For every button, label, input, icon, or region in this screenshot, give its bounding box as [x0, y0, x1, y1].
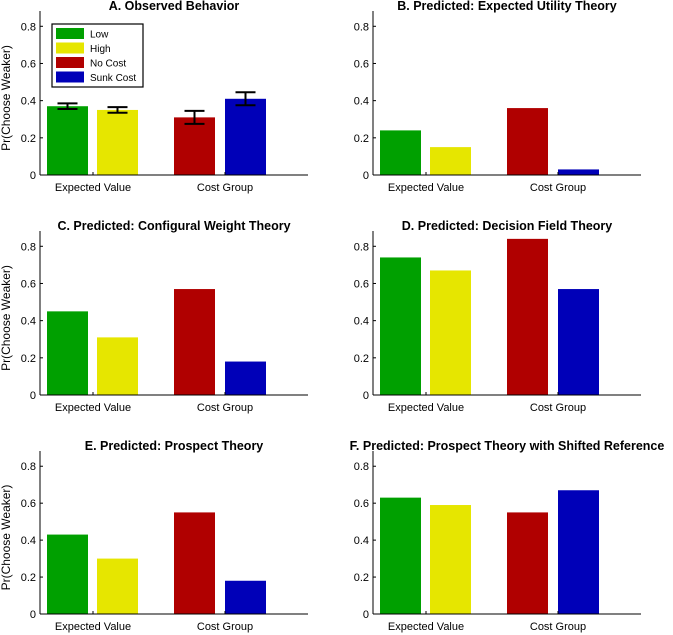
y-tick-label: 0.6 [21, 498, 36, 510]
x-tick-label: Cost Group [530, 402, 586, 414]
y-tick-label: 0.2 [354, 572, 369, 584]
bar-sunk-cost [558, 289, 599, 395]
y-tick-label: 0.2 [21, 353, 36, 365]
bar-no-cost [174, 117, 215, 175]
y-tick-label: 0.4 [354, 316, 369, 328]
y-tick-label: 0 [30, 609, 36, 621]
panel-b: B. Predicted: Expected Utility Theory 0 0.… [354, 0, 641, 194]
panel-e: E. Predicted: Prospect Theory Pr(Choose W… [0, 439, 308, 633]
bar-sunk-cost [225, 361, 266, 395]
y-axis-label: Pr(Choose Weaker) [0, 45, 13, 151]
y-tick-label: 0 [363, 609, 369, 621]
x-tick-label: Expected Value [388, 621, 464, 633]
x-tick-label: Expected Value [388, 402, 464, 414]
bar-low [47, 311, 88, 395]
legend-label: Low [90, 30, 109, 41]
y-tick-label: 0.4 [21, 316, 36, 328]
y-axis-label: Pr(Choose Weaker) [0, 265, 13, 371]
x-tick-label: Expected Value [388, 182, 464, 194]
legend-swatch-no-cost [56, 57, 84, 68]
legend: Low High No Cost Sunk Cost [51, 23, 144, 88]
y-axis-label: Pr(Choose Weaker) [0, 485, 13, 591]
error-bar [107, 106, 128, 114]
bar-no-cost [507, 238, 548, 395]
bar-low [380, 497, 421, 614]
bar-low [380, 130, 421, 175]
y-tick-label: 0.6 [21, 278, 36, 290]
y-tick-label: 0.8 [21, 21, 36, 33]
legend-label: Sunk Cost [90, 73, 136, 84]
y-tick-label: 0.2 [354, 133, 369, 145]
x-tick-label: Expected Value [55, 182, 131, 194]
x-tick-label: Cost Group [197, 621, 253, 633]
y-tick-label: 0.6 [21, 58, 36, 70]
bar-high [97, 558, 138, 614]
panel-title: C. Predicted: Configural Weight Theory [57, 219, 290, 233]
legend-label: High [90, 44, 111, 55]
panel-f: F. Predicted: Prospect Theory with Shift… [350, 439, 665, 633]
panel-title: B. Predicted: Expected Utility Theory [397, 0, 617, 13]
y-tick-label: 0.2 [21, 133, 36, 145]
x-tick-label: Cost Group [530, 621, 586, 633]
x-tick-label: Expected Value [55, 402, 131, 414]
x-tick-label: Cost Group [197, 182, 253, 194]
bar-sunk-cost [558, 169, 599, 175]
y-tick-label: 0.2 [21, 572, 36, 584]
y-tick-label: 0 [30, 170, 36, 182]
bar-low [47, 106, 88, 175]
panel-a: A. Observed Behavior Pr(Choose Weaker) 0 0.… [0, 0, 308, 194]
panel-d: D. Predicted: Decision Field Theory 0 0.2 0… [354, 219, 641, 414]
bar-low [47, 534, 88, 614]
bar-high [97, 337, 138, 395]
x-tick-label: Cost Group [530, 182, 586, 194]
bar-no-cost [174, 289, 215, 395]
y-tick-label: 0.6 [354, 278, 369, 290]
bar-sunk-cost [225, 580, 266, 614]
y-tick-label: 0.4 [354, 535, 369, 547]
legend-label: No Cost [90, 59, 126, 70]
x-tick-label: Cost Group [197, 402, 253, 414]
panel-title: E. Predicted: Prospect Theory [85, 439, 264, 453]
y-tick-label: 0.8 [354, 241, 369, 253]
x-tick-label: Expected Value [55, 621, 131, 633]
y-tick-label: 0.2 [354, 353, 369, 365]
legend-swatch-low [56, 28, 84, 39]
panel-title: A. Observed Behavior [109, 0, 240, 13]
y-tick-label: 0.6 [354, 498, 369, 510]
y-tick-label: 0.8 [21, 241, 36, 253]
y-tick-label: 0.8 [354, 21, 369, 33]
bar-low [380, 257, 421, 395]
legend-swatch-high [56, 42, 84, 54]
y-tick-label: 0 [363, 170, 369, 182]
bar-no-cost [507, 512, 548, 614]
y-tick-label: 0.8 [21, 461, 36, 473]
bar-sunk-cost [558, 490, 599, 614]
y-tick-label: 0.4 [354, 96, 369, 108]
y-tick-label: 0.6 [354, 58, 369, 70]
error-bar [184, 109, 205, 125]
bar-high [430, 147, 471, 175]
bar-sunk-cost [225, 98, 266, 175]
y-tick-label: 0 [30, 390, 36, 402]
y-tick-label: 0 [363, 390, 369, 402]
error-bar [57, 102, 78, 111]
bar-high [97, 109, 138, 175]
error-bar [235, 91, 256, 107]
y-tick-label: 0.8 [354, 461, 369, 473]
bar-high [430, 505, 471, 614]
bar-no-cost [174, 512, 215, 614]
panel-c: C. Predicted: Configural Weight Theory Pr… [0, 219, 308, 414]
bar-no-cost [507, 108, 548, 175]
panel-title: F. Predicted: Prospect Theory with Shift… [350, 439, 665, 453]
panel-title: D. Predicted: Decision Field Theory [402, 219, 613, 233]
bar-high [430, 270, 471, 395]
legend-swatch-sunk-cost [56, 71, 84, 83]
y-tick-label: 0.4 [21, 535, 36, 547]
y-tick-label: 0.4 [21, 96, 36, 108]
